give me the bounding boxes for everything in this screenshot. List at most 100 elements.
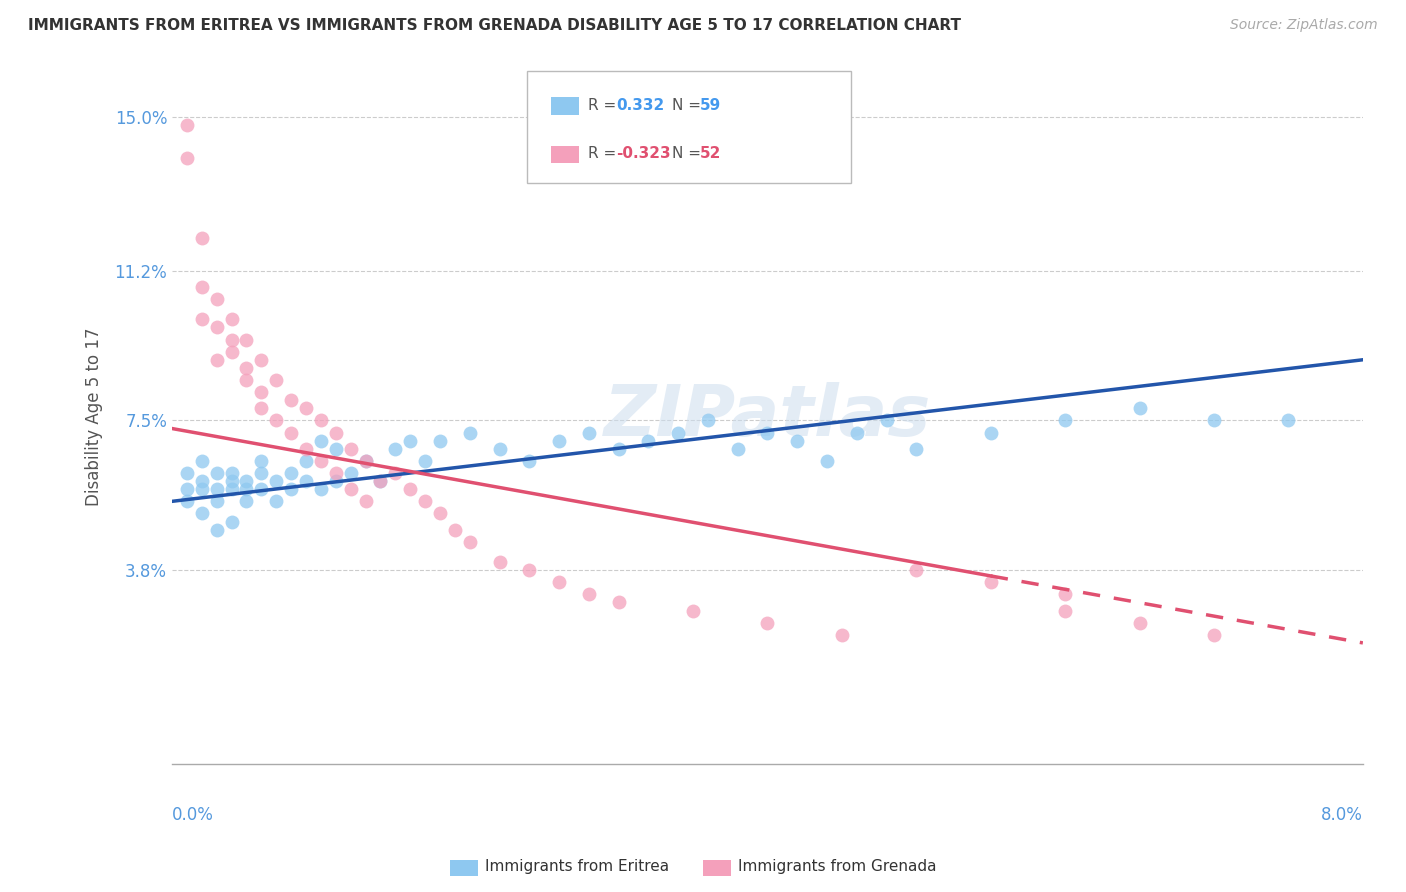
Point	[488, 442, 510, 456]
Point	[295, 474, 318, 488]
Text: Source: ZipAtlas.com: Source: ZipAtlas.com	[1230, 18, 1378, 32]
Point	[876, 413, 898, 427]
Point	[339, 482, 361, 496]
Point	[221, 515, 243, 529]
Point	[264, 373, 287, 387]
Point	[413, 454, 436, 468]
Text: ZIPatlas: ZIPatlas	[603, 382, 931, 450]
Point	[458, 534, 481, 549]
Point	[295, 454, 318, 468]
Point	[384, 466, 406, 480]
Point	[235, 333, 257, 347]
Point	[205, 320, 228, 334]
Point	[221, 312, 243, 326]
Point	[517, 454, 540, 468]
Point	[191, 474, 214, 488]
Point	[205, 466, 228, 480]
Text: N =: N =	[672, 146, 706, 161]
Point	[517, 563, 540, 577]
Point	[831, 628, 853, 642]
Point	[815, 454, 838, 468]
Point	[429, 434, 451, 448]
Point	[280, 482, 302, 496]
Point	[845, 425, 868, 440]
Point	[191, 231, 214, 245]
Point	[696, 413, 718, 427]
Point	[191, 454, 214, 468]
Point	[637, 434, 659, 448]
Point	[191, 312, 214, 326]
Point	[444, 523, 467, 537]
Point	[607, 442, 630, 456]
Point	[607, 595, 630, 609]
Point	[1054, 587, 1077, 601]
Point	[488, 555, 510, 569]
Point	[280, 466, 302, 480]
Point	[1202, 413, 1225, 427]
Point	[295, 442, 318, 456]
Point	[221, 474, 243, 488]
Point	[756, 615, 779, 630]
Point	[250, 454, 273, 468]
Point	[280, 393, 302, 408]
Point	[205, 292, 228, 306]
Point	[399, 434, 422, 448]
Point	[191, 280, 214, 294]
Point	[250, 385, 273, 400]
Text: R =: R =	[588, 146, 621, 161]
Point	[176, 494, 198, 508]
Point	[548, 575, 571, 590]
Point	[1277, 413, 1299, 427]
Point	[370, 474, 392, 488]
Point	[354, 454, 377, 468]
Point	[727, 442, 749, 456]
Point	[370, 474, 392, 488]
Point	[1129, 615, 1152, 630]
Point	[413, 494, 436, 508]
Point	[980, 575, 1002, 590]
Point	[191, 482, 214, 496]
Point	[250, 466, 273, 480]
Point	[325, 474, 347, 488]
Text: N =: N =	[672, 98, 706, 113]
Point	[221, 333, 243, 347]
Point	[221, 344, 243, 359]
Point	[280, 425, 302, 440]
Point	[325, 466, 347, 480]
Text: R =: R =	[588, 98, 621, 113]
Point	[399, 482, 422, 496]
Point	[578, 587, 600, 601]
Point	[354, 454, 377, 468]
Text: IMMIGRANTS FROM ERITREA VS IMMIGRANTS FROM GRENADA DISABILITY AGE 5 TO 17 CORREL: IMMIGRANTS FROM ERITREA VS IMMIGRANTS FR…	[28, 18, 962, 33]
Point	[682, 603, 704, 617]
Point	[458, 425, 481, 440]
Point	[176, 118, 198, 132]
Point	[384, 442, 406, 456]
Point	[548, 434, 571, 448]
Point	[205, 482, 228, 496]
Point	[235, 474, 257, 488]
Point	[1054, 413, 1077, 427]
Point	[205, 352, 228, 367]
Text: Immigrants from Grenada: Immigrants from Grenada	[738, 859, 936, 873]
Point	[980, 425, 1002, 440]
Y-axis label: Disability Age 5 to 17: Disability Age 5 to 17	[86, 327, 103, 506]
Text: 59: 59	[700, 98, 721, 113]
Point	[250, 482, 273, 496]
Point	[325, 425, 347, 440]
Point	[205, 523, 228, 537]
Point	[309, 454, 332, 468]
Point	[905, 442, 928, 456]
Point	[1129, 401, 1152, 416]
Point	[309, 482, 332, 496]
Point	[666, 425, 689, 440]
Point	[354, 494, 377, 508]
Point	[578, 425, 600, 440]
Point	[191, 507, 214, 521]
Point	[786, 434, 808, 448]
Text: 52: 52	[700, 146, 721, 161]
Point	[295, 401, 318, 416]
Point	[235, 482, 257, 496]
Point	[325, 442, 347, 456]
Point	[205, 494, 228, 508]
